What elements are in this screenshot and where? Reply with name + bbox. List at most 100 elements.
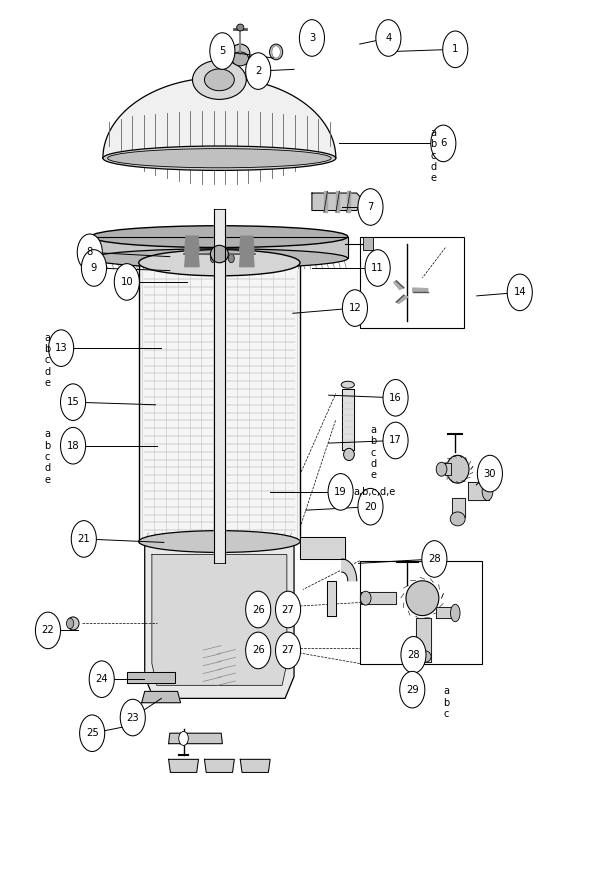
Text: 26: 26 (252, 646, 265, 656)
Polygon shape (324, 191, 328, 212)
Circle shape (120, 699, 145, 736)
Polygon shape (445, 463, 451, 475)
Circle shape (400, 671, 425, 708)
Polygon shape (239, 251, 254, 267)
Text: 10: 10 (121, 277, 133, 287)
Circle shape (383, 422, 408, 459)
Circle shape (507, 274, 532, 310)
Text: d: d (44, 367, 50, 377)
Circle shape (358, 489, 383, 525)
Circle shape (77, 234, 103, 271)
Ellipse shape (406, 580, 439, 615)
Text: 20: 20 (364, 502, 377, 511)
Ellipse shape (91, 225, 348, 247)
Polygon shape (436, 607, 455, 618)
Text: 7: 7 (367, 202, 374, 212)
Text: a: a (430, 128, 436, 138)
Ellipse shape (91, 249, 348, 268)
Text: 19: 19 (334, 487, 347, 497)
Circle shape (383, 379, 408, 416)
Text: e: e (44, 378, 50, 388)
Text: a: a (443, 686, 449, 697)
Circle shape (210, 32, 235, 69)
Text: 23: 23 (127, 712, 139, 723)
Ellipse shape (205, 69, 235, 91)
Circle shape (358, 189, 383, 225)
Ellipse shape (193, 60, 246, 100)
Ellipse shape (236, 24, 244, 31)
Ellipse shape (255, 643, 263, 652)
Text: 8: 8 (86, 247, 93, 257)
Ellipse shape (251, 597, 268, 614)
Text: c: c (44, 452, 50, 462)
Text: 21: 21 (77, 534, 90, 544)
Text: 28: 28 (407, 649, 420, 660)
Text: e: e (370, 470, 376, 481)
Bar (360, 237, 464, 328)
Circle shape (275, 632, 301, 669)
Circle shape (443, 31, 468, 67)
Text: e: e (430, 173, 436, 184)
Text: 13: 13 (55, 343, 67, 353)
Text: c: c (44, 356, 50, 365)
Polygon shape (103, 78, 336, 158)
Ellipse shape (67, 617, 79, 630)
Polygon shape (327, 580, 336, 615)
Ellipse shape (451, 604, 460, 621)
Text: c: c (443, 709, 449, 719)
Text: 14: 14 (514, 288, 526, 297)
Polygon shape (416, 618, 431, 662)
Circle shape (401, 636, 426, 673)
Circle shape (431, 125, 456, 162)
Ellipse shape (231, 44, 250, 63)
Polygon shape (142, 691, 181, 703)
Ellipse shape (280, 635, 293, 651)
Text: a: a (44, 429, 50, 440)
Ellipse shape (341, 381, 355, 388)
Polygon shape (342, 389, 354, 450)
Circle shape (245, 632, 271, 669)
Ellipse shape (450, 512, 465, 526)
Text: a: a (370, 425, 376, 435)
Circle shape (229, 254, 235, 263)
Polygon shape (145, 542, 294, 698)
Polygon shape (240, 760, 270, 773)
Ellipse shape (107, 149, 331, 168)
Polygon shape (169, 760, 199, 773)
Polygon shape (139, 263, 300, 542)
Text: d: d (430, 162, 436, 172)
Ellipse shape (103, 146, 336, 170)
Text: 25: 25 (86, 728, 98, 739)
Circle shape (67, 618, 74, 628)
Polygon shape (127, 672, 175, 683)
Ellipse shape (482, 482, 493, 501)
Text: 26: 26 (252, 605, 265, 614)
Polygon shape (342, 559, 357, 580)
Polygon shape (452, 498, 466, 517)
Text: d: d (370, 459, 377, 469)
Polygon shape (91, 237, 348, 259)
Text: 28: 28 (428, 554, 440, 564)
Text: 30: 30 (484, 468, 496, 479)
Ellipse shape (232, 52, 248, 66)
Ellipse shape (139, 531, 300, 552)
Circle shape (61, 427, 86, 464)
Polygon shape (239, 236, 254, 252)
Circle shape (272, 45, 280, 58)
Polygon shape (394, 281, 404, 289)
Text: 24: 24 (95, 674, 108, 684)
Text: 27: 27 (281, 605, 295, 614)
Ellipse shape (211, 246, 229, 263)
Polygon shape (169, 733, 223, 744)
Polygon shape (312, 193, 363, 211)
Circle shape (343, 290, 367, 326)
Bar (360, 561, 482, 663)
Ellipse shape (344, 448, 355, 461)
Text: 27: 27 (281, 646, 295, 656)
Circle shape (275, 591, 301, 628)
Text: 9: 9 (91, 263, 97, 273)
Ellipse shape (255, 601, 263, 610)
Text: 29: 29 (406, 684, 419, 695)
Text: 1: 1 (452, 45, 458, 54)
Text: 11: 11 (371, 263, 384, 273)
